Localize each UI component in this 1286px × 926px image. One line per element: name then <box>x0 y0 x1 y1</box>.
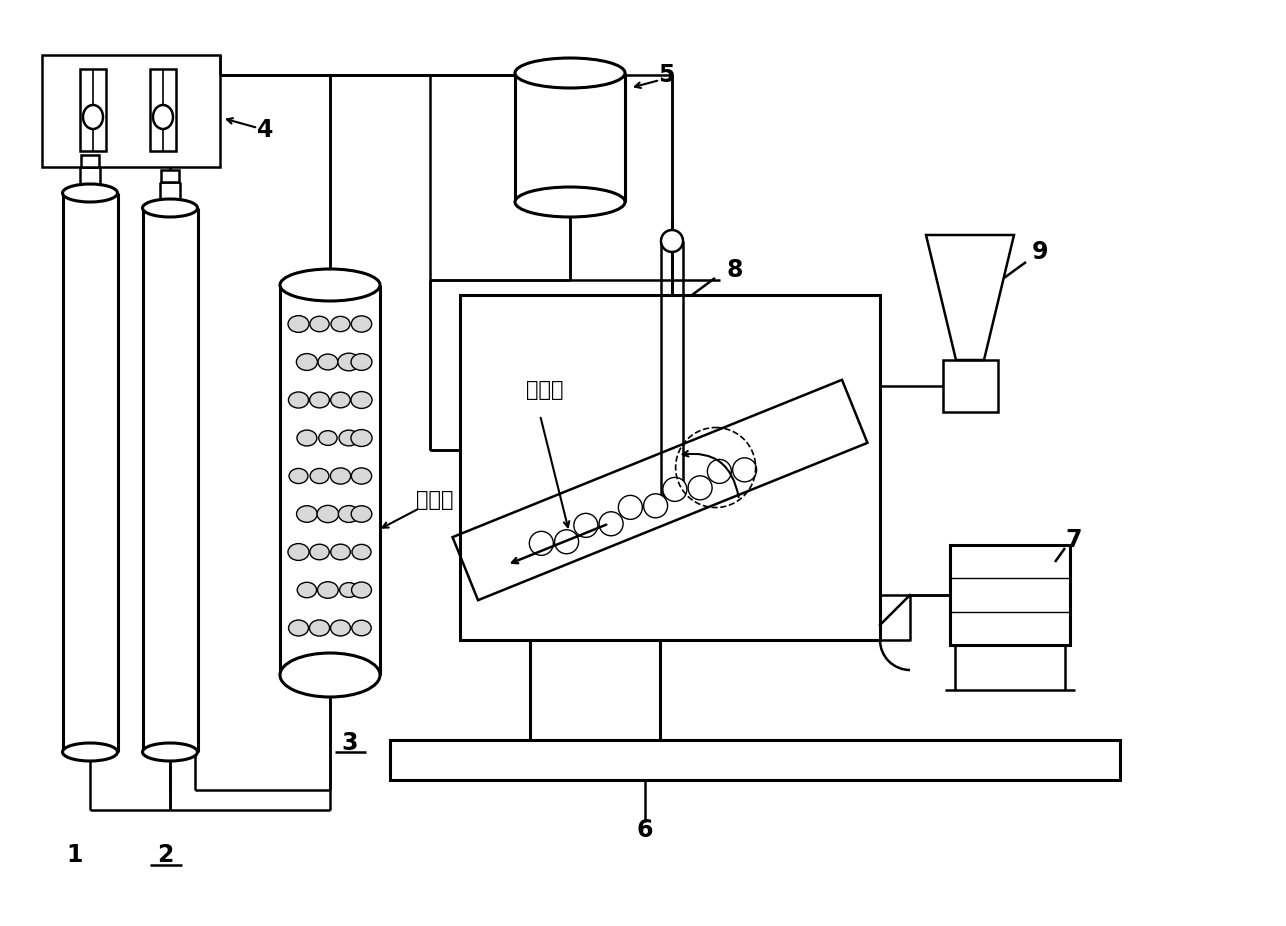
Circle shape <box>662 478 687 501</box>
Ellipse shape <box>340 430 359 446</box>
Ellipse shape <box>310 317 329 332</box>
Ellipse shape <box>143 743 198 761</box>
Ellipse shape <box>289 469 307 483</box>
Circle shape <box>574 513 598 537</box>
Ellipse shape <box>318 506 338 522</box>
Bar <box>150 69 176 151</box>
Ellipse shape <box>331 468 351 484</box>
Ellipse shape <box>310 544 329 560</box>
Text: 3: 3 <box>342 731 359 755</box>
Text: 2: 2 <box>157 843 174 867</box>
Ellipse shape <box>351 316 372 332</box>
Ellipse shape <box>338 353 360 370</box>
Text: 重整剂: 重整剂 <box>417 490 454 510</box>
Ellipse shape <box>318 354 338 370</box>
Circle shape <box>733 457 756 482</box>
Ellipse shape <box>351 430 372 446</box>
Ellipse shape <box>143 199 198 217</box>
Ellipse shape <box>352 620 372 636</box>
Circle shape <box>707 459 732 483</box>
Ellipse shape <box>661 230 683 252</box>
Text: 8: 8 <box>727 258 743 282</box>
Ellipse shape <box>280 653 379 697</box>
Ellipse shape <box>288 620 309 636</box>
Circle shape <box>530 532 553 556</box>
Ellipse shape <box>288 316 309 332</box>
Bar <box>460 295 880 640</box>
Ellipse shape <box>514 187 625 217</box>
Ellipse shape <box>63 743 117 761</box>
Text: 5: 5 <box>657 63 674 87</box>
Bar <box>943 360 998 412</box>
Ellipse shape <box>288 544 309 560</box>
Ellipse shape <box>331 393 350 407</box>
Ellipse shape <box>351 582 372 598</box>
Ellipse shape <box>297 506 318 522</box>
Circle shape <box>599 512 624 536</box>
Ellipse shape <box>338 506 359 522</box>
Circle shape <box>554 530 579 554</box>
Ellipse shape <box>310 392 329 407</box>
Text: 除尘灰: 除尘灰 <box>526 380 563 400</box>
Text: 4: 4 <box>257 118 273 142</box>
Ellipse shape <box>288 392 309 408</box>
Circle shape <box>643 494 667 518</box>
Ellipse shape <box>351 468 372 484</box>
Circle shape <box>688 476 712 500</box>
Bar <box>161 170 179 182</box>
Bar <box>81 155 99 167</box>
Ellipse shape <box>297 430 316 446</box>
Ellipse shape <box>340 582 359 597</box>
Ellipse shape <box>296 354 318 370</box>
Circle shape <box>619 495 642 519</box>
Text: 7: 7 <box>1066 528 1083 552</box>
Ellipse shape <box>331 544 350 560</box>
Bar <box>42 55 220 167</box>
Ellipse shape <box>331 620 350 636</box>
Ellipse shape <box>351 392 372 408</box>
Text: 1: 1 <box>67 843 84 867</box>
Bar <box>950 545 1070 645</box>
Ellipse shape <box>153 105 174 129</box>
Bar <box>390 740 1120 780</box>
Ellipse shape <box>280 269 379 301</box>
Ellipse shape <box>351 354 372 370</box>
Ellipse shape <box>319 431 337 445</box>
Ellipse shape <box>331 317 350 332</box>
Ellipse shape <box>63 184 117 202</box>
Ellipse shape <box>310 619 329 636</box>
Text: 9: 9 <box>1031 240 1048 264</box>
Ellipse shape <box>297 582 316 597</box>
Ellipse shape <box>318 582 338 598</box>
Ellipse shape <box>310 469 329 483</box>
Ellipse shape <box>84 105 103 129</box>
Ellipse shape <box>351 506 372 522</box>
Bar <box>80 69 105 151</box>
Ellipse shape <box>352 544 372 559</box>
Text: 6: 6 <box>637 818 653 842</box>
Ellipse shape <box>514 58 625 88</box>
